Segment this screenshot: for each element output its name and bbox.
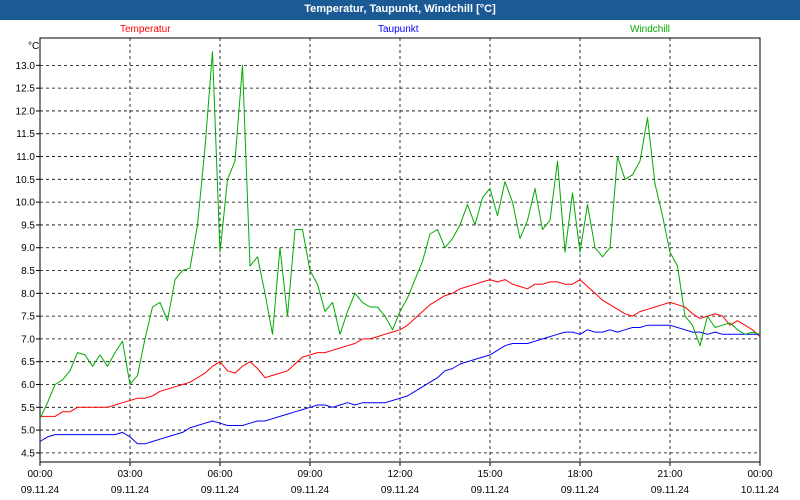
x-tick-time-label: 00:00 bbox=[27, 469, 52, 480]
x-tick-date-label: 09.11.24 bbox=[381, 485, 420, 496]
y-axis-ticks: 13.0 12.5 12.0 11.5 11.0 10.5 10.0 9.5 9.0 8.5 8.0… bbox=[16, 61, 40, 459]
chart-title: Temperatur, Taupunkt, Windchill [°C] bbox=[0, 0, 800, 20]
y-tick-label: 6.0 bbox=[21, 380, 35, 391]
y-tick-label: 5.5 bbox=[21, 403, 35, 414]
x-tick-time-label: 18:00 bbox=[567, 469, 592, 480]
y-tick-label: 8.0 bbox=[21, 289, 35, 300]
y-tick-label: 13.0 bbox=[16, 61, 36, 72]
y-axis-unit-label: °C bbox=[28, 41, 39, 52]
x-tick-date-label: 09.11.24 bbox=[651, 485, 690, 496]
y-tick-label: 6.5 bbox=[21, 357, 35, 368]
x-tick-time-label: 15:00 bbox=[477, 469, 502, 480]
x-tick-date-label: 09.11.24 bbox=[111, 485, 150, 496]
x-tick-time-label: 00:00 bbox=[747, 469, 772, 480]
x-tick-time-label: 06:00 bbox=[207, 469, 232, 480]
y-tick-label: 12.0 bbox=[16, 106, 36, 117]
x-tick-time-label: 09:00 bbox=[297, 469, 322, 480]
x-tick-time-label: 12:00 bbox=[387, 469, 412, 480]
legend-windchill: Windchill bbox=[630, 24, 671, 35]
y-tick-label: 7.0 bbox=[21, 334, 35, 345]
x-tick-date-label: 09.11.24 bbox=[291, 485, 330, 496]
x-tick-time-label: 03:00 bbox=[117, 469, 142, 480]
x-tick-date-label: 10.11.24 bbox=[741, 485, 780, 496]
y-tick-label: 5.0 bbox=[21, 426, 35, 437]
x-tick-date-label: 09.11.24 bbox=[21, 485, 60, 496]
series-line-temperatur bbox=[40, 279, 761, 417]
y-tick-label: 7.5 bbox=[21, 312, 35, 323]
y-tick-label: 11.5 bbox=[16, 129, 35, 140]
x-tick-time-label: 21:00 bbox=[657, 469, 682, 480]
y-tick-label: 9.5 bbox=[21, 220, 35, 231]
y-tick-label: 12.5 bbox=[16, 84, 36, 95]
y-tick-label: 10.0 bbox=[16, 198, 36, 209]
y-tick-label: 9.0 bbox=[21, 243, 35, 254]
y-tick-label: 4.5 bbox=[21, 448, 35, 459]
y-tick-label: 8.5 bbox=[21, 266, 35, 277]
x-tick-date-label: 09.11.24 bbox=[471, 485, 510, 496]
x-axis-ticks: 00:00 09.11.24 03:00 09.11.24 06:00 09.11.24 0… bbox=[21, 462, 780, 496]
legend-temperatur: Temperatur bbox=[120, 24, 171, 35]
series-lines bbox=[39, 51, 761, 445]
series-line-windchill bbox=[39, 51, 761, 419]
x-tick-date-label: 09.11.24 bbox=[561, 485, 600, 496]
y-tick-label: 11.0 bbox=[16, 152, 35, 163]
legend-taupunkt: Taupunkt bbox=[378, 24, 419, 35]
y-tick-label: 10.5 bbox=[16, 175, 36, 186]
series-line-taupunkt bbox=[39, 324, 760, 445]
x-tick-date-label: 09.11.24 bbox=[201, 485, 240, 496]
